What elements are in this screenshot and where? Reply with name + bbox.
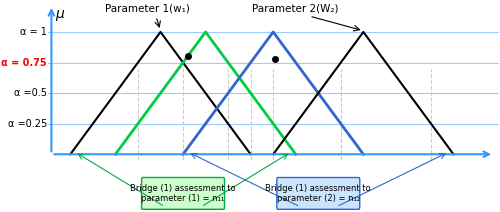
Text: α =0.5: α =0.5	[14, 88, 47, 98]
Text: α = 1: α = 1	[20, 27, 47, 37]
Text: α = 0.75: α = 0.75	[2, 57, 47, 68]
Text: α =0.25: α =0.25	[8, 119, 47, 129]
FancyBboxPatch shape	[277, 177, 360, 209]
FancyBboxPatch shape	[142, 177, 224, 209]
Text: $\mu$: $\mu$	[54, 7, 65, 22]
Text: Bridge (1) assessment to
parameter (2) = n₁₂: Bridge (1) assessment to parameter (2) =…	[266, 184, 371, 203]
Text: Parameter 2(W₂): Parameter 2(W₂)	[252, 4, 339, 14]
Text: Parameter 1(w₁): Parameter 1(w₁)	[104, 4, 190, 14]
Text: Bridge (1) assessment to
parameter (1) = n₁₁: Bridge (1) assessment to parameter (1) =…	[130, 184, 236, 203]
